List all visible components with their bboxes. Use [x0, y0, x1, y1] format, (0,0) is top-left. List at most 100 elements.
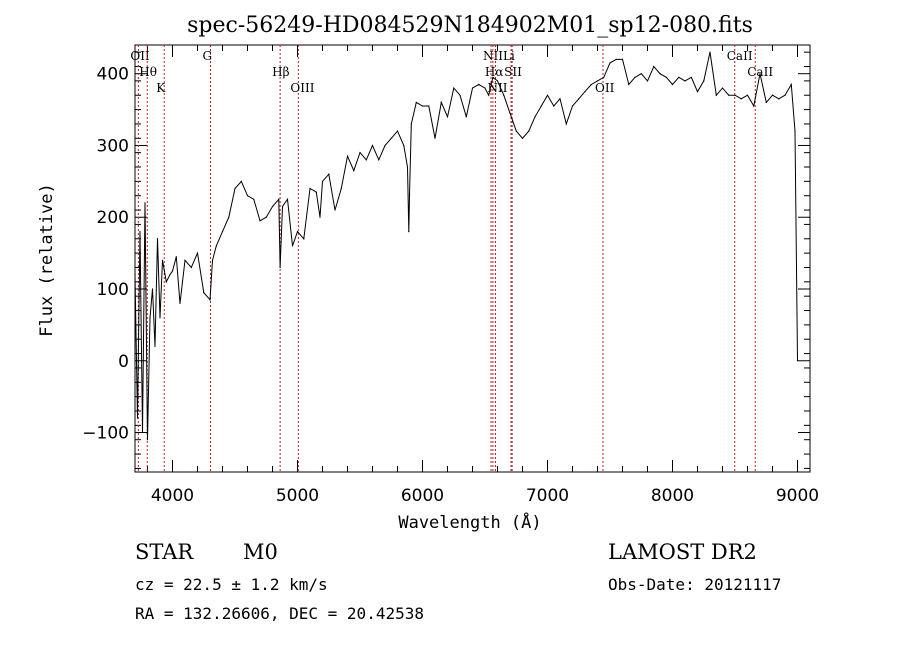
spectrum-point	[221, 230, 224, 233]
spectrum-point	[571, 105, 574, 107]
spectrum-point	[234, 187, 236, 190]
spectrum-point	[154, 345, 156, 348]
spectrum-point	[161, 259, 164, 261]
spectrum-point	[559, 98, 561, 100]
coordinates-readout: RA = 132.26606, DEC = 20.42538	[135, 604, 424, 623]
spectrum-point	[346, 155, 349, 157]
spectrum-point	[521, 137, 524, 139]
spectrum-point	[628, 83, 630, 86]
spectrum-point	[396, 130, 399, 132]
spectrum-point	[146, 439, 149, 441]
spectrum-point	[790, 83, 792, 86]
spectrum-point	[265, 216, 267, 218]
reference-line-label: SII	[504, 65, 522, 79]
spectrum-point	[365, 159, 367, 161]
spectrum-point	[665, 76, 667, 78]
spectrum-point	[151, 288, 154, 290]
spectrum-point	[765, 101, 767, 104]
spectrum-point	[496, 80, 499, 82]
chart-title: spec-56249-HD084529N184902M01_sp12-080.f…	[187, 13, 753, 38]
spectrum-point	[746, 94, 749, 96]
spectrum-point	[596, 80, 599, 82]
spectrum-point	[410, 123, 412, 125]
spectrum-point	[321, 180, 324, 182]
spectrum-point	[659, 73, 661, 75]
spectrum-point	[540, 105, 542, 107]
spectrum-point	[590, 83, 592, 86]
spectrum-point	[259, 220, 261, 222]
spectrum-point	[211, 259, 214, 261]
spectrum-point	[278, 198, 280, 200]
spectrum-point	[303, 238, 305, 240]
spectrum-point	[403, 144, 405, 147]
spectrum-point	[139, 230, 141, 233]
spectrum-point	[690, 76, 692, 78]
reference-line-label: Hβ	[272, 65, 289, 79]
spectrum-point	[709, 51, 711, 53]
spectrum-point	[209, 299, 211, 301]
spectrum-point	[328, 173, 330, 175]
spectrum-point	[228, 216, 230, 218]
y-tick-label: 400	[97, 65, 129, 85]
spectrum-point	[286, 198, 289, 200]
spectrum-point	[534, 116, 536, 118]
spectrum-point	[384, 144, 386, 147]
spectrum-point	[149, 317, 151, 319]
redshift-readout: cz = 22.5 ± 1.2 km/s	[135, 575, 328, 594]
spectrum-point	[740, 98, 742, 100]
y-axis-label: Flux (relative)	[37, 183, 57, 337]
reference-line-label: OIII	[290, 81, 314, 95]
spectrum-point	[646, 80, 649, 82]
spectrum-point	[171, 270, 174, 272]
spectrum-point	[715, 94, 717, 96]
x-tick-label: 7000	[526, 486, 569, 506]
reference-line-label: OII	[595, 81, 615, 95]
reference-line-label: G	[203, 49, 213, 63]
spectrum-point	[634, 76, 636, 78]
reference-line-label: NII	[483, 49, 503, 63]
spectrum-point	[621, 58, 624, 60]
x-axis-label: Wavelength (Å)	[398, 511, 541, 533]
spectrum-point	[279, 266, 281, 269]
spectrum-point	[492, 76, 494, 78]
reference-line-label: CaII	[747, 65, 773, 79]
spectrum-point	[446, 116, 449, 118]
spectral-subclass: M0	[243, 540, 278, 564]
spectrum-point	[359, 152, 361, 154]
spectrum-point	[319, 216, 321, 218]
observation-date: Obs-Date: 20121117	[608, 575, 782, 594]
spectrum-point	[190, 266, 192, 269]
spectrum-point	[246, 195, 249, 197]
plot-area: 4000 5000 6000 7000 8000 9000 −100 0 100 200 300 40…	[82, 44, 819, 506]
spectrum-point	[434, 137, 436, 139]
spectrum-point	[428, 105, 430, 107]
spectrum-point	[771, 94, 774, 96]
spectrum-point	[653, 65, 655, 68]
spectrum-point	[753, 105, 755, 107]
spectrum-point	[528, 130, 530, 132]
spectrum-point	[734, 94, 736, 96]
spectrum-point	[421, 105, 424, 107]
x-tick-label: 5000	[276, 486, 319, 506]
y-tick-label: −100	[82, 424, 129, 444]
spectrum-point	[471, 87, 474, 89]
spectrum-point	[503, 94, 505, 96]
spectrum-point	[759, 73, 761, 75]
spectrum-point	[778, 98, 780, 100]
spectrum-point	[184, 259, 186, 261]
spectrum-point	[169, 274, 171, 276]
reference-line-label: CaII	[727, 49, 753, 63]
spectrum-point	[796, 360, 799, 362]
spectrum-point	[334, 209, 336, 211]
spectrum-point	[141, 431, 144, 434]
spectrum-point	[794, 130, 796, 132]
spectrum-point	[453, 87, 455, 89]
spectrum-point	[159, 317, 161, 319]
spectrum-point	[465, 116, 467, 118]
reference-line-label: Hα	[485, 65, 504, 79]
spectrum-series-line	[134, 52, 798, 440]
spectrum-point	[136, 417, 139, 419]
spectrum-point	[315, 191, 317, 193]
spectrum-point	[609, 62, 611, 64]
